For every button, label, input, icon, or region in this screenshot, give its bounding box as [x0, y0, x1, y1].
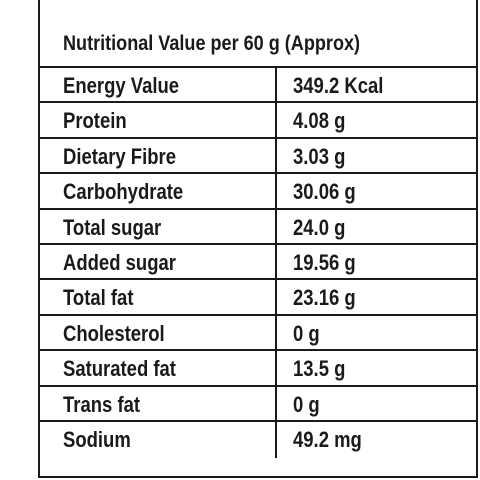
nutrient-value: 30.06 g	[293, 179, 356, 205]
nutrient-value-cell: 24.0 g	[277, 210, 476, 243]
table-title-text: Nutritional Value per 60 g (Approx)	[63, 32, 361, 55]
nutrient-name: Sodium	[63, 426, 131, 452]
nutrient-row-cholesterol: Cholesterol 0 g	[40, 315, 476, 352]
nutrient-value: 13.5 g	[293, 356, 346, 382]
nutrient-name-cell: Dietary Fibre	[40, 138, 277, 173]
nutrient-name-cell: Total sugar	[40, 209, 277, 243]
nutrient-name-cell: Total fat	[40, 280, 277, 314]
nutrient-name-cell: Trans fat	[40, 386, 277, 420]
nutrient-name-cell: Protein	[40, 103, 277, 137]
nutrient-value-cell: 0 g	[277, 387, 476, 420]
nutrient-row-sodium: Sodium 49.2 mg	[40, 421, 476, 458]
table-title: Nutritional Value per 60 g (Approx)	[40, 0, 476, 68]
nutrient-value-cell: 23.16 g	[277, 280, 476, 313]
nutrient-value: 19.56 g	[293, 249, 356, 275]
nutrient-name: Total fat	[63, 285, 134, 311]
nutrient-value-cell: 30.06 g	[277, 174, 476, 207]
nutrient-value: 0 g	[293, 320, 320, 346]
nutrition-rows: Energy Value 349.2 Kcal Protein 4.08 g D…	[40, 68, 476, 458]
nutrient-name-cell: Added sugar	[40, 244, 277, 279]
nutrient-row-saturated-fat: Saturated fat 13.5 g	[40, 351, 476, 387]
nutrient-name-cell: Cholesterol	[40, 315, 277, 350]
nutrient-row-trans-fat: Trans fat 0 g	[40, 386, 476, 422]
nutrient-value-cell: 0 g	[277, 316, 476, 349]
nutrient-row-dietary-fibre: Dietary Fibre 3.03 g	[40, 138, 476, 175]
nutrient-row-energy: Energy Value 349.2 Kcal	[40, 68, 476, 104]
nutrient-value: 349.2 Kcal	[293, 73, 384, 98]
nutrient-value: 49.2 mg	[293, 426, 362, 452]
nutrient-value-cell: 19.56 g	[277, 245, 476, 278]
nutrient-name-cell: Carbohydrate	[40, 174, 277, 208]
nutrient-name-cell: Sodium	[40, 421, 277, 458]
nutrient-name-cell: Energy Value	[40, 68, 277, 102]
nutrient-value: 24.0 g	[293, 214, 346, 240]
nutrient-name: Carbohydrate	[63, 179, 184, 205]
nutrient-name-cell: Saturated fat	[40, 351, 277, 385]
nutrient-value-cell: 13.5 g	[277, 351, 476, 384]
nutrient-name: Trans fat	[63, 391, 141, 417]
nutrient-row-total-sugar: Total sugar 24.0 g	[40, 209, 476, 245]
nutrient-value-cell: 49.2 mg	[277, 422, 476, 458]
nutrient-value-cell: 349.2 Kcal	[277, 68, 476, 101]
nutrient-name: Added sugar	[63, 249, 176, 275]
nutrient-value: 4.08 g	[293, 108, 346, 134]
nutrient-row-total-fat: Total fat 23.16 g	[40, 280, 476, 316]
nutrient-name: Saturated fat	[63, 356, 176, 382]
nutrient-name: Cholesterol	[63, 320, 165, 346]
nutrient-value: 3.03 g	[293, 143, 346, 169]
nutrition-table: Nutritional Value per 60 g (Approx) Ener…	[38, 0, 478, 478]
nutrient-name: Total sugar	[63, 214, 162, 240]
nutrient-name: Energy Value	[63, 73, 180, 98]
nutrient-value-cell: 4.08 g	[277, 103, 476, 136]
nutrient-value-cell: 3.03 g	[277, 139, 476, 172]
nutrient-value: 23.16 g	[293, 285, 356, 311]
nutrient-row-protein: Protein 4.08 g	[40, 103, 476, 139]
nutrient-row-added-sugar: Added sugar 19.56 g	[40, 244, 476, 281]
nutrient-name: Dietary Fibre	[63, 143, 176, 169]
nutrient-row-carbohydrate: Carbohydrate 30.06 g	[40, 174, 476, 210]
nutrient-name: Protein	[63, 108, 127, 134]
nutrient-value: 0 g	[293, 391, 320, 417]
